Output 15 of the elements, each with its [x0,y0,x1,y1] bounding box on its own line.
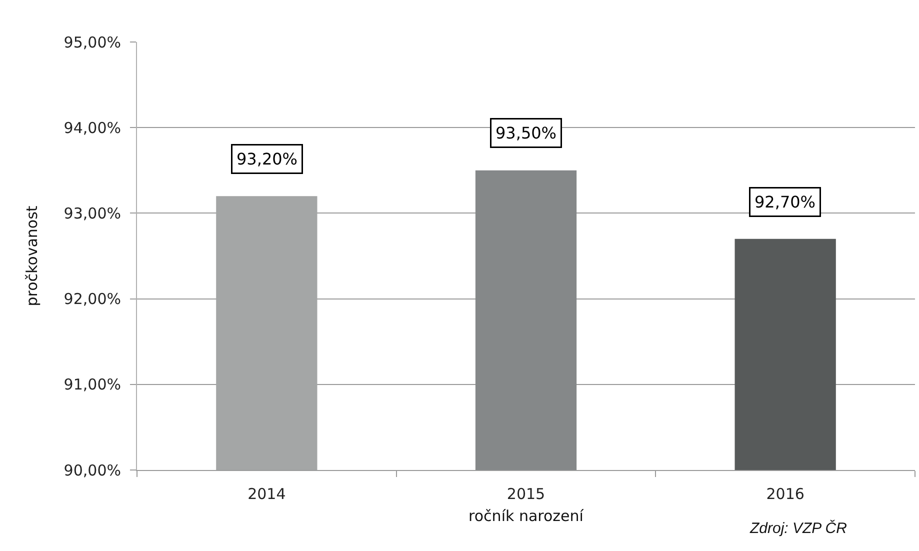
data-label: 93,20% [236,150,298,168]
y-tick-label: 92,00% [64,290,121,308]
y-tick-label: 90,00% [64,461,121,480]
x-tick-label: 2016 [766,485,804,503]
x-tick-label: 2014 [248,485,286,503]
y-tick-label: 93,00% [64,204,121,222]
y-axis-title: pročkovanost [23,206,42,306]
text: Zdroj: VZP ČR [749,519,848,537]
data-label: 92,70% [754,192,816,212]
y-tick-label: 95,00% [64,33,121,52]
data-label: 93,50% [496,124,557,142]
y-tick-label: 91,00% [64,376,121,394]
y-tick-label: 94,00% [64,118,121,137]
x-tick-label: 2015 [506,485,546,503]
x-axis-title: ročník narození [468,507,584,525]
